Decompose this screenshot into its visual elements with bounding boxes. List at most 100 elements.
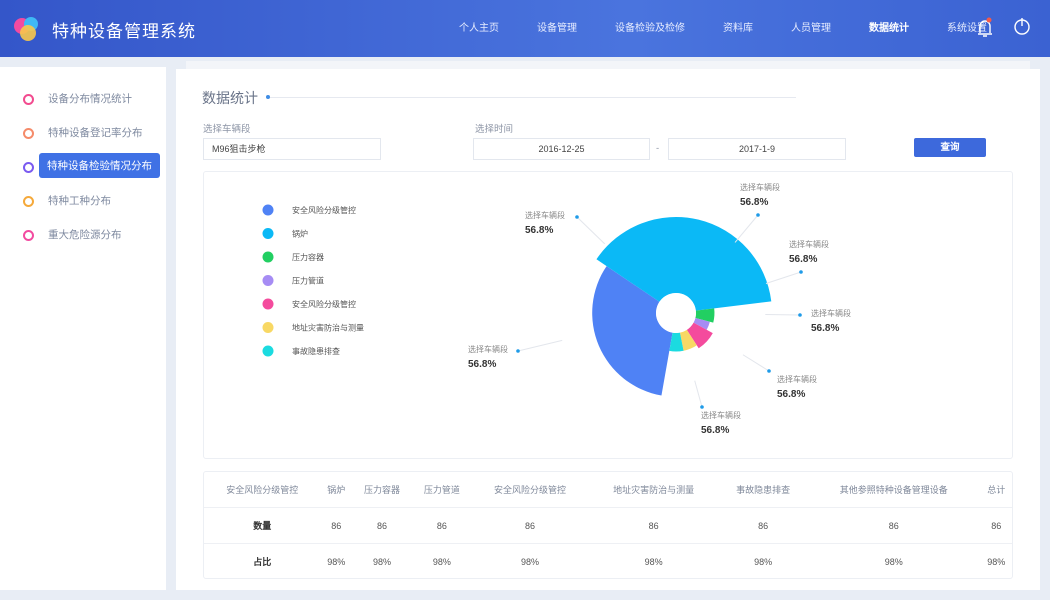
nav-item[interactable]: 资料库: [723, 23, 753, 34]
pie-sector: [686, 322, 713, 349]
leader-dot: [575, 215, 579, 219]
nav-item[interactable]: 个人主页: [459, 23, 499, 34]
bell-icon[interactable]: [978, 20, 992, 37]
table-cell: 98%: [588, 543, 719, 579]
leader-line: [576, 216, 606, 245]
table-cell: 86: [471, 507, 589, 544]
annotation-value: 56.8%: [468, 359, 496, 370]
logo: [14, 17, 38, 41]
start-date[interactable]: 2016-12-25: [473, 138, 650, 160]
annotation-value: 56.8%: [811, 323, 839, 334]
app-title: 特种设备管理系统: [52, 22, 196, 41]
legend-swatch: [262, 204, 274, 216]
table-cell: 安全风险分级管控: [226, 485, 299, 495]
nav-item[interactable]: 设备管理: [537, 23, 577, 34]
time-label: 选择时间: [475, 124, 514, 135]
table-row: 占比 98% 98% 98% 98% 98% 98% 98% 98%: [204, 543, 1012, 579]
divider: [266, 97, 796, 98]
pie-hole: [656, 293, 696, 333]
table-cell: 98%: [980, 543, 1012, 579]
table-cell: 98%: [719, 543, 808, 579]
legend-swatch: [262, 251, 274, 263]
table-cell: 98%: [352, 543, 412, 579]
annotation-label: 选择车辆段: [701, 410, 741, 420]
legend-swatch: [262, 275, 274, 286]
sidebar-icon: [23, 128, 34, 139]
leader-line: [517, 339, 563, 352]
annotation-value: 56.8%: [525, 225, 553, 236]
leader-line: [742, 354, 770, 372]
pie-sector: [669, 332, 684, 352]
nav-item[interactable]: 系统设置: [947, 23, 987, 34]
header-icons: [978, 17, 1030, 37]
leader-line: [694, 380, 703, 408]
page-title: 数据统计: [202, 90, 258, 106]
table-cell: 锅炉: [327, 485, 346, 495]
card-stack: [186, 61, 1030, 71]
table-cell: 98%: [807, 543, 981, 579]
table-cell: 数量: [204, 507, 321, 544]
nav-item[interactable]: 设备检验及检修: [615, 23, 685, 34]
chart: 安全风险分级管控锅炉压力容器压力管道安全风险分级管控地址灾害防治与测量事故隐患排…: [262, 182, 851, 436]
legend-swatch: [262, 228, 274, 239]
legend-label: 压力管道: [292, 276, 324, 286]
table-row: 数量 86 86 86 86 86 86 86 86: [204, 507, 1012, 544]
leader-line: [765, 313, 801, 316]
legend-swatch: [262, 345, 274, 357]
table-cell: 86: [352, 507, 412, 544]
sidebar-item[interactable]: 重大危险源分布: [48, 229, 122, 241]
annotation-label: 选择车辆段: [525, 210, 565, 220]
sidebar-item[interactable]: 特种设备检验情况分布: [39, 153, 160, 178]
table-cell: 86: [807, 507, 981, 544]
legend-swatch: [262, 322, 274, 333]
table-cell: 压力容器: [363, 485, 400, 495]
query-button[interactable]: 查询: [914, 138, 986, 157]
pie-sector: [592, 266, 673, 396]
sidebar-icon: [23, 230, 34, 241]
pie-sector: [596, 217, 772, 311]
sidebar-item[interactable]: 特种设备登记率分布: [48, 127, 143, 139]
leader-dot: [516, 349, 520, 353]
sidebar-item[interactable]: 设备分布情况统计: [48, 93, 132, 105]
leader-line: [734, 214, 759, 243]
table-cell: 98%: [471, 543, 589, 579]
legend-swatch: [262, 298, 274, 310]
table-cell: 98%: [411, 543, 472, 579]
stats-table: 安全风险分级管控 锅炉 压力容器 压力管道 安全风险分级管控 地址灾害防治与测量 事故隐患排…: [204, 472, 1012, 579]
table-row: 安全风险分级管控 锅炉 压力容器 压力管道 安全风险分级管控 地址灾害防治与测量 事故隐患排…: [204, 472, 1012, 508]
legend-label: 事故隐患排查: [292, 346, 340, 356]
sidebar-item[interactable]: 特种工种分布: [48, 195, 111, 207]
table-cell: 86: [411, 507, 472, 544]
leader-dot: [799, 270, 803, 274]
nav-item[interactable]: 数据统计: [869, 23, 909, 34]
table-cell: 86: [980, 507, 1012, 544]
legend-label: 压力容器: [292, 252, 324, 262]
nav-item[interactable]: 人员管理: [791, 23, 831, 34]
end-date[interactable]: 2017-1-9: [668, 138, 846, 160]
table-cell: 86: [320, 507, 353, 544]
annotation-label: 选择车辆段: [468, 344, 508, 354]
table-cell: 压力管道: [423, 485, 460, 495]
legend-label: 安全风险分级管控: [292, 299, 356, 309]
annotation-label: 选择车辆段: [740, 182, 780, 192]
annotation-label: 选择车辆段: [811, 308, 851, 318]
dot: [266, 95, 270, 99]
leader-dot: [798, 313, 802, 317]
table-cell: 地址灾害防治与测量: [613, 485, 695, 495]
annotation-value: 56.8%: [740, 197, 768, 208]
pie-sector: [693, 317, 710, 330]
legend-label: 锅炉: [292, 229, 308, 239]
pie-sector: [679, 329, 697, 351]
annotation-value: 56.8%: [789, 254, 817, 265]
date-separator: -: [656, 143, 660, 154]
legend-label: 安全风险分级管控: [292, 205, 356, 215]
table-cell: 总计: [987, 485, 1006, 495]
table-cell: 86: [588, 507, 719, 544]
header: 特种设备管理系统 个人主页 设备管理 设备检验及检修 资料库 人员管理 数据统计 系统设置: [0, 0, 1050, 57]
sidebar-icon: [23, 94, 34, 105]
nav: 个人主页 设备管理 设备检验及检修 资料库 人员管理 数据统计 系统设置: [440, 0, 1006, 57]
vehicle-input[interactable]: M96狙击步枪: [203, 138, 381, 160]
table-cell: 98%: [320, 543, 353, 579]
vehicle-label: 选择车辆段: [203, 124, 251, 135]
